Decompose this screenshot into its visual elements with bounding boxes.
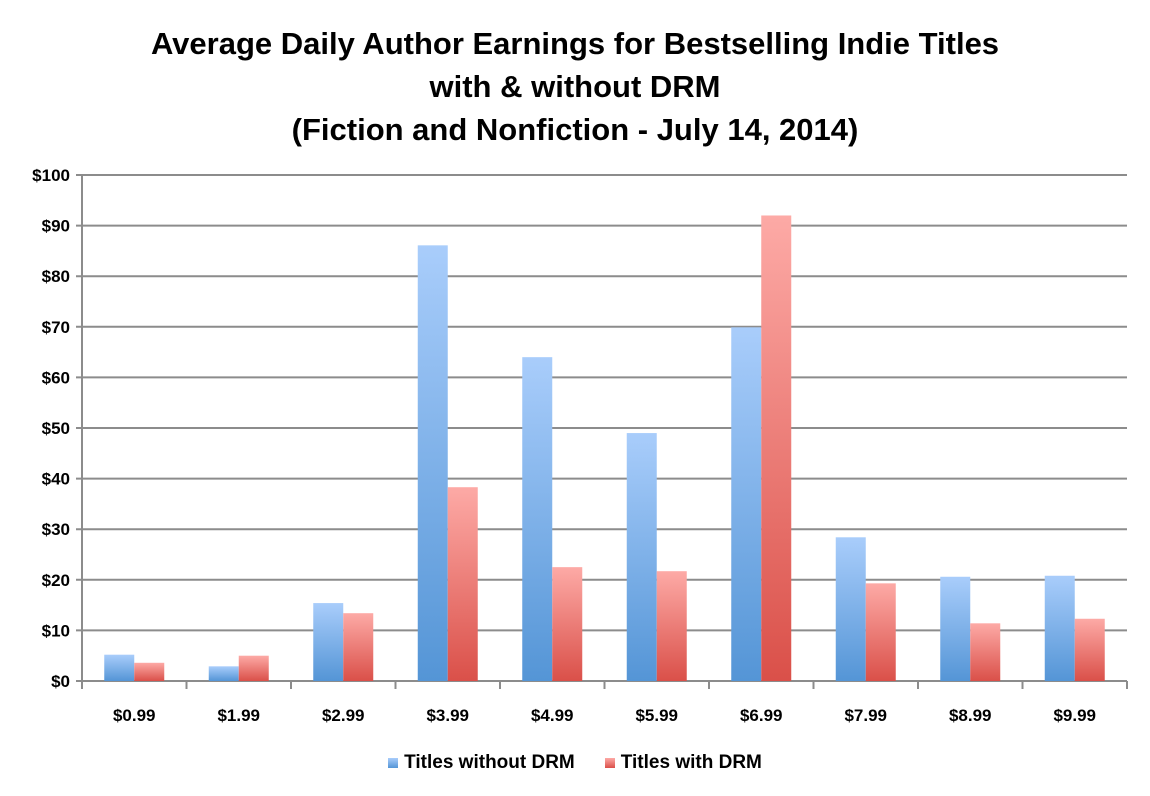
bar-with-drm [761, 215, 792, 682]
x-tick-label: $5.99 [635, 706, 678, 725]
legend-item-without-drm: Titles without DRM [388, 752, 575, 774]
y-tick-label: $10 [42, 621, 70, 640]
y-tick-label: $70 [42, 318, 70, 337]
title-line-3: (Fiction and Nonfiction - July 14, 2014) [291, 112, 859, 147]
y-tick-label: $30 [42, 520, 70, 539]
bar-without-drm [208, 666, 239, 681]
bar-with-drm [343, 613, 374, 681]
bar-without-drm [731, 327, 762, 681]
y-tick-label: $100 [32, 166, 70, 185]
bar-without-drm [522, 357, 553, 681]
x-tick-label: $9.99 [1053, 706, 1096, 725]
x-tick-label: $0.99 [113, 706, 156, 725]
bar-with-drm [1074, 618, 1105, 681]
legend: Titles without DRM Titles with DRM [0, 752, 1150, 774]
y-tick-label: $40 [42, 470, 70, 489]
y-tick-label: $50 [42, 419, 70, 438]
legend-label: Titles with DRM [620, 752, 762, 773]
x-tick-label: $7.99 [844, 706, 887, 725]
bar-without-drm [417, 245, 448, 682]
y-tick-label: $20 [42, 571, 70, 590]
x-tick-label: $8.99 [949, 706, 992, 725]
legend-item-with-drm: Titles with DRM [604, 752, 762, 774]
x-tick-label: $4.99 [531, 706, 574, 725]
x-tick-label: $6.99 [740, 706, 783, 725]
bar-without-drm [313, 603, 344, 681]
title-line-2: with & without DRM [429, 69, 721, 104]
bar-with-drm [865, 583, 896, 681]
bar-without-drm [626, 433, 657, 681]
y-tick-label: $60 [42, 368, 70, 387]
bar-with-drm [970, 623, 1001, 681]
legend-swatch-blue [388, 758, 399, 768]
y-tick-label: $0 [51, 672, 70, 691]
bar-with-drm [552, 567, 583, 681]
x-tick-label: $3.99 [426, 706, 469, 725]
x-tick-label: $2.99 [322, 706, 365, 725]
bar-without-drm [1044, 575, 1075, 681]
bar-with-drm [134, 662, 165, 681]
chart-title: Average Daily Author Earnings for Bestse… [0, 22, 1150, 151]
bar-with-drm [238, 655, 269, 681]
x-tick-label: $1.99 [217, 706, 260, 725]
y-tick-label: $90 [42, 217, 70, 236]
bar-with-drm [656, 571, 687, 681]
bar-without-drm [940, 576, 971, 681]
bar-without-drm [835, 537, 866, 681]
y-tick-label: $80 [42, 267, 70, 286]
legend-label: Titles without DRM [404, 752, 575, 773]
bar-without-drm [104, 654, 135, 681]
bar-with-drm [447, 487, 478, 681]
title-line-1: Average Daily Author Earnings for Bestse… [150, 26, 1000, 61]
legend-swatch-red [604, 758, 615, 768]
